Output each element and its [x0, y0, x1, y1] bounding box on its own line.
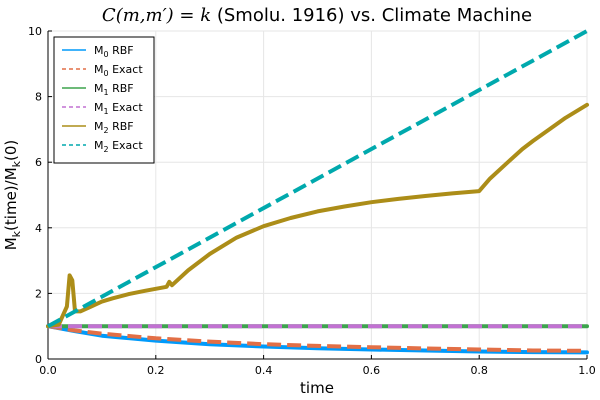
x-tick-label: 0.8 — [470, 364, 488, 377]
x-tick-label: 0.4 — [255, 364, 273, 377]
y-tick-label: 10 — [28, 25, 42, 38]
y-label-part: M — [2, 237, 20, 250]
legend-items: M0 RBF M0 Exact M1 RBF M1 Exact M2 RBF M2 Exa… — [62, 44, 143, 154]
y-tick-label: 0 — [35, 353, 42, 366]
x-tick-label: 0.0 — [39, 364, 57, 377]
y-tick-label: 2 — [35, 287, 42, 300]
y-axis-label: Mk(time)/Mk(0) — [2, 140, 23, 251]
y-label-part: (0) — [2, 140, 20, 161]
chart-title: C(m,m′) = k (Smolu. 1916) vs. Climate Ma… — [102, 5, 532, 26]
legend-box — [53, 36, 155, 164]
y-label-part: k — [10, 230, 23, 237]
x-tick-label: 0.6 — [363, 364, 381, 377]
y-ticks: 0 2 4 6 8 10 — [28, 25, 52, 366]
x-axis-label: time — [300, 379, 334, 397]
legend-label: M2 RBF — [94, 120, 134, 135]
x-tick-label: 0.2 — [147, 364, 165, 377]
series-layer — [46, 29, 589, 355]
x-tick-label: 1.0 — [578, 364, 596, 377]
x-ticks: 0.0 0.2 0.4 0.6 0.8 1.0 — [39, 355, 596, 377]
series-line-1 — [47, 324, 588, 353]
legend-label: M0 RBF — [94, 44, 134, 59]
y-tick-label: 6 — [35, 156, 42, 169]
legend: M0 RBF M0 Exact M1 RBF M1 Exact M2 RBF M2 Exa… — [53, 36, 155, 164]
legend-label: M1 RBF — [94, 82, 134, 97]
series-line-5 — [47, 29, 588, 328]
legend-label: M0 Exact — [94, 63, 143, 78]
y-label-part: k — [10, 160, 23, 167]
legend-label: M2 Exact — [94, 139, 143, 154]
y-label-part: (time)/M — [2, 167, 20, 231]
title-text: (Smolu. 1916) vs. Climate Machine — [211, 5, 532, 26]
series-line-0 — [46, 324, 589, 355]
y-tick-label: 8 — [35, 91, 42, 104]
y-tick-label: 4 — [35, 222, 42, 235]
title-math: C(m,m′) = k — [102, 5, 211, 26]
legend-label: M1 Exact — [94, 101, 143, 116]
